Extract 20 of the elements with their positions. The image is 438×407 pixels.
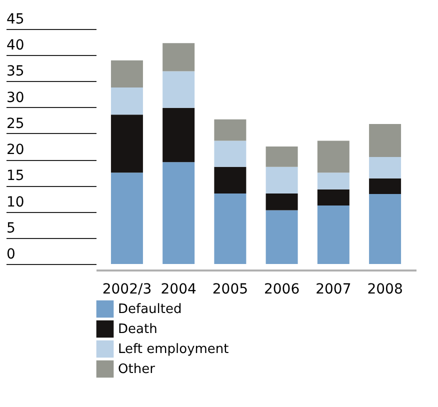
x-tick-label: 2002/3 xyxy=(102,282,152,298)
x-tick-label: 2008 xyxy=(367,282,403,298)
y-tick-label: 5 xyxy=(6,220,16,236)
y-tick-label: 15 xyxy=(6,168,24,184)
y-tick-label: 0 xyxy=(6,246,16,262)
y-tick-label: 35 xyxy=(6,64,24,80)
x-tick-label: 2007 xyxy=(316,282,352,298)
x-tick-label: 2006 xyxy=(264,282,300,298)
y-tick-label: 25 xyxy=(6,116,24,132)
legend-label: Other xyxy=(118,362,156,377)
y-tick-label: 20 xyxy=(6,142,24,158)
y-tick-label: 45 xyxy=(6,12,24,28)
legend-label: Death xyxy=(118,322,158,337)
x-tick-label: 2005 xyxy=(212,282,248,298)
x-tick-label: 2004 xyxy=(160,282,196,298)
y-tick-label: 10 xyxy=(6,194,24,210)
legend-label: Defaulted xyxy=(118,302,182,317)
legend-label: Left employment xyxy=(118,342,229,357)
y-tick-label: 40 xyxy=(6,38,24,54)
y-tick-label: 30 xyxy=(6,90,24,106)
